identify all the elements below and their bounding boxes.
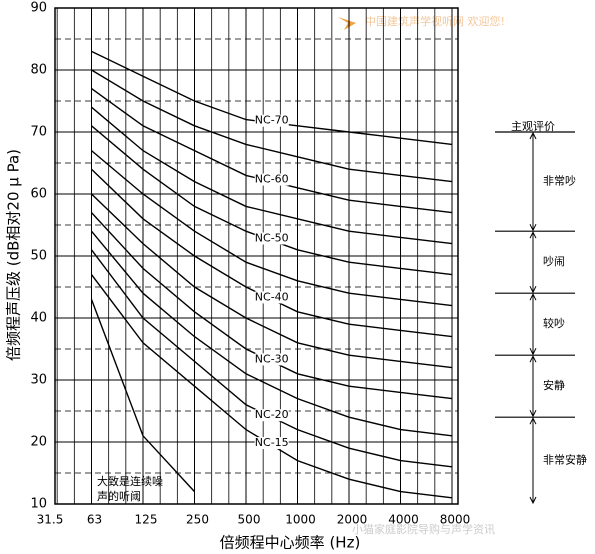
arrow bbox=[529, 285, 537, 294]
arrow bbox=[529, 355, 537, 363]
rating-label: 非常安静 bbox=[543, 453, 587, 467]
y-tick-label: 50 bbox=[30, 249, 47, 264]
curve-label-bg bbox=[254, 437, 289, 450]
x-tick-label: 1000 bbox=[285, 513, 316, 527]
y-axis-label: 倍频程声压级 (dB相对20 μ Pa) bbox=[5, 149, 23, 361]
curve-label: NC-60 bbox=[255, 173, 289, 186]
curve-label-bg bbox=[254, 173, 289, 186]
curve-label-bg bbox=[254, 353, 289, 366]
y-tick-label: 10 bbox=[30, 497, 47, 512]
y-tick-label: 90 bbox=[30, 1, 47, 16]
x-tick-label: 31.5 bbox=[37, 513, 64, 527]
arrow bbox=[529, 223, 537, 232]
plot-frame bbox=[54, 7, 459, 505]
curve bbox=[90, 299, 196, 493]
x-tick-label: 2000 bbox=[337, 513, 368, 527]
x-tick-label: 63 bbox=[87, 513, 102, 527]
annotation: 大致是连续噪 bbox=[97, 474, 163, 488]
watermark: 小猫家庭影院导购与声学资讯 bbox=[352, 522, 495, 536]
y-tick-label: 40 bbox=[30, 311, 47, 326]
curve-label-bg bbox=[254, 232, 289, 245]
curve bbox=[91, 106, 453, 245]
y-tick-label: 60 bbox=[30, 187, 47, 202]
watermark-icon bbox=[338, 17, 356, 30]
rating-label-bg bbox=[541, 452, 591, 469]
arrow bbox=[529, 496, 537, 505]
arrow bbox=[529, 293, 537, 301]
annotation: 声的听阈 bbox=[97, 489, 141, 503]
y-tick-label: 30 bbox=[30, 373, 47, 388]
x-tick-label: 8000 bbox=[440, 513, 471, 527]
curve bbox=[91, 150, 453, 307]
rating-label: 较吵 bbox=[543, 316, 565, 330]
curve bbox=[90, 230, 453, 437]
curve-label: NC-50 bbox=[255, 232, 289, 245]
y-tick-label: 70 bbox=[30, 125, 47, 140]
arrow bbox=[529, 131, 537, 140]
rating-label: 吵闹 bbox=[543, 255, 565, 268]
rating-title: 主观评价 bbox=[511, 120, 555, 133]
x-axis-label: 倍频程中心频率 (Hz) bbox=[220, 534, 361, 552]
curve-label-bg bbox=[254, 409, 289, 422]
y-tick-label: 80 bbox=[30, 63, 47, 78]
curve-label: NC-20 bbox=[255, 408, 289, 421]
curve-label-bg bbox=[254, 114, 289, 127]
x-tick-label: 500 bbox=[238, 513, 261, 527]
curve-label: NC-70 bbox=[255, 114, 289, 127]
rating-label-bg bbox=[541, 378, 591, 395]
x-tick-label: 250 bbox=[186, 513, 209, 527]
curve-label: NC-15 bbox=[255, 436, 289, 449]
rating-label-bg bbox=[541, 254, 591, 271]
curve bbox=[91, 69, 453, 183]
arrow bbox=[529, 231, 537, 239]
curve bbox=[91, 193, 453, 369]
arrow bbox=[529, 417, 537, 425]
arrow bbox=[529, 409, 537, 418]
rating-label-bg bbox=[541, 173, 591, 190]
arrow bbox=[529, 347, 537, 356]
x-tick-label: 125 bbox=[135, 513, 158, 527]
y-tick-label: 20 bbox=[30, 435, 47, 450]
rating-label: 安静 bbox=[543, 378, 565, 392]
rating-label-bg bbox=[541, 316, 591, 333]
curve-label: NC-30 bbox=[255, 352, 289, 365]
curve-label: NC-40 bbox=[255, 290, 289, 303]
curve-label-bg bbox=[254, 291, 289, 304]
rating-label: 非常吵 bbox=[543, 175, 576, 188]
x-tick-label: 4000 bbox=[388, 513, 419, 527]
